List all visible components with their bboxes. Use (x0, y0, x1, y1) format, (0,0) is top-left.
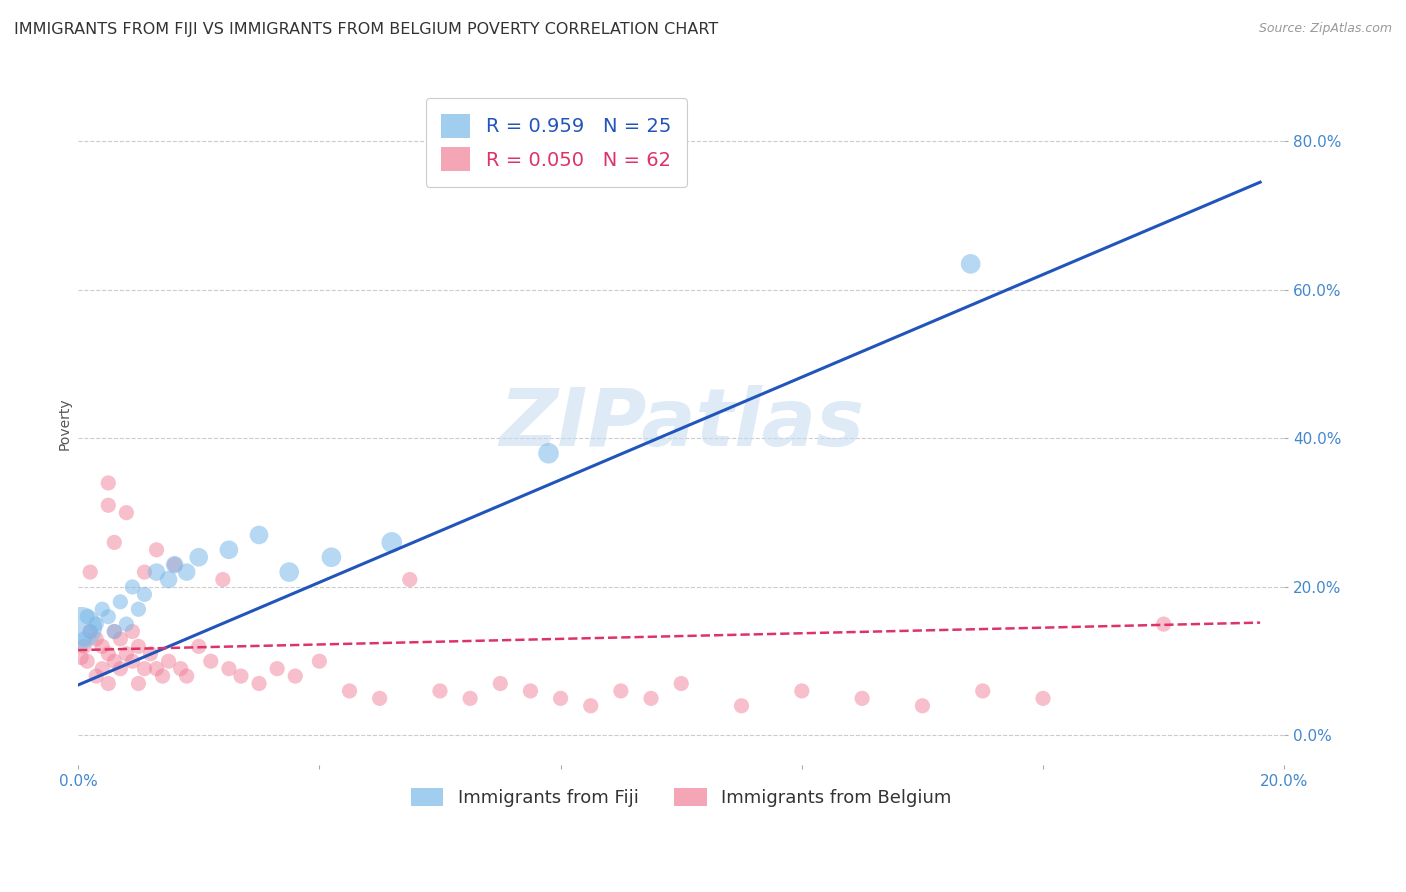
Point (103, 654, 125, 668)
Point (134, 662, 156, 676)
Point (972, 684, 994, 698)
Point (157, 654, 180, 668)
Point (339, 684, 361, 698)
Point (139, 647, 162, 661)
Point (91, 662, 114, 676)
Text: IMMIGRANTS FROM FIJI VS IMMIGRANTS FROM BELGIUM POVERTY CORRELATION CHART: IMMIGRANTS FROM FIJI VS IMMIGRANTS FROM … (14, 22, 718, 37)
Point (127, 602, 149, 616)
Point (537, 446, 560, 460)
Point (152, 669, 174, 683)
Point (169, 662, 191, 676)
Point (308, 654, 330, 668)
Point (73, 640, 96, 654)
Point (229, 669, 252, 683)
Point (176, 669, 198, 683)
Point (79, 624, 101, 639)
Point (163, 558, 186, 572)
Point (91, 640, 114, 654)
Point (70, 650, 93, 665)
Point (911, 698, 934, 713)
Point (97, 609, 120, 624)
Point (79, 624, 101, 639)
Point (134, 565, 156, 579)
Point (110, 632, 132, 646)
Point (640, 691, 662, 706)
Point (121, 580, 143, 594)
Point (187, 550, 209, 565)
Point (73, 632, 96, 646)
Point (321, 550, 343, 565)
Point (218, 662, 240, 676)
Point (959, 257, 981, 271)
Point (519, 684, 541, 698)
Point (91, 602, 114, 616)
Point (115, 617, 138, 632)
Text: ZIPatlas: ZIPatlas (499, 384, 863, 463)
Point (145, 542, 167, 557)
Point (200, 654, 222, 668)
Point (97, 475, 120, 490)
Point (1153, 617, 1175, 632)
Point (247, 676, 270, 690)
Point (97, 647, 120, 661)
Point (730, 698, 752, 713)
Point (610, 684, 633, 698)
Point (84, 669, 107, 683)
Point (163, 558, 186, 572)
Point (103, 535, 125, 549)
Point (218, 542, 240, 557)
Point (398, 573, 420, 587)
Point (110, 595, 132, 609)
Point (134, 587, 156, 601)
Point (97, 498, 120, 512)
Point (669, 676, 692, 690)
Point (489, 676, 512, 690)
Point (1032, 691, 1054, 706)
Point (76, 654, 98, 668)
Point (579, 698, 602, 713)
Point (851, 691, 873, 706)
Point (550, 691, 572, 706)
Point (79, 565, 101, 579)
Point (266, 662, 288, 676)
Point (790, 684, 813, 698)
Point (381, 535, 404, 549)
Point (121, 624, 143, 639)
Point (84, 617, 107, 632)
Point (458, 691, 481, 706)
Point (247, 528, 270, 542)
Point (145, 565, 167, 579)
Point (103, 624, 125, 639)
Point (115, 506, 138, 520)
Point (176, 565, 198, 579)
Point (145, 662, 167, 676)
Point (97, 676, 120, 690)
Point (157, 573, 180, 587)
Y-axis label: Poverty: Poverty (58, 397, 72, 450)
Point (187, 640, 209, 654)
Point (110, 662, 132, 676)
Point (103, 624, 125, 639)
Point (429, 684, 451, 698)
Legend: Immigrants from Fiji, Immigrants from Belgium: Immigrants from Fiji, Immigrants from Be… (404, 780, 959, 814)
Point (368, 691, 391, 706)
Text: Source: ZipAtlas.com: Source: ZipAtlas.com (1258, 22, 1392, 36)
Point (284, 669, 307, 683)
Point (121, 654, 143, 668)
Point (115, 647, 138, 661)
Point (212, 573, 235, 587)
Point (278, 565, 301, 579)
Point (127, 640, 149, 654)
Point (127, 676, 149, 690)
Point (70, 621, 93, 635)
Point (76, 609, 98, 624)
Point (84, 632, 107, 646)
